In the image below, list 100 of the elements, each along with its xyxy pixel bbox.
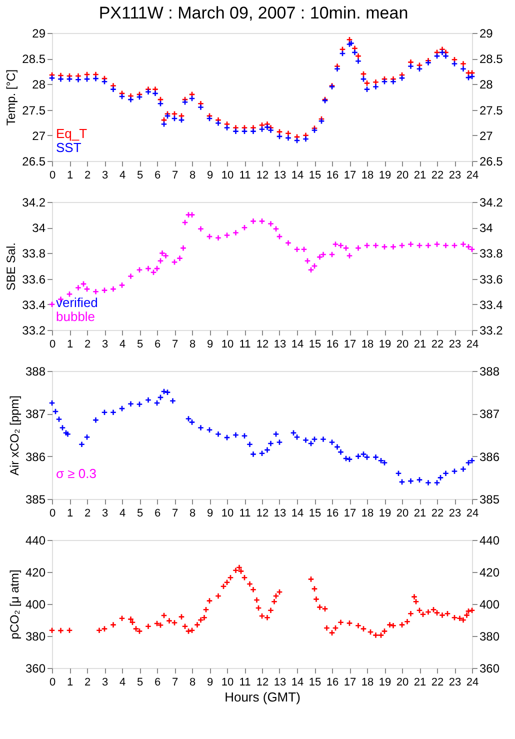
- x-tick-label: 19: [378, 508, 392, 520]
- x-tick-label: 20: [396, 170, 409, 182]
- legend-label: verified: [56, 295, 98, 310]
- x-tick-label: 19: [378, 170, 392, 182]
- point: [407, 62, 414, 70]
- x-tick-label: 10: [221, 508, 234, 520]
- y2-tick-label: 386: [480, 450, 500, 464]
- text: Eq_T: [56, 126, 88, 141]
- x-tick-label: 4: [119, 170, 126, 182]
- x-tick-label: 13: [274, 508, 286, 520]
- y-tick-label: 385: [25, 492, 46, 506]
- x-tick-label: 15: [308, 676, 322, 688]
- x-tick-label: 16: [326, 338, 339, 350]
- y-tick-label: 28.5: [22, 52, 46, 66]
- y2-tick-label: 34: [480, 221, 494, 236]
- x-tick-label: 22: [431, 338, 444, 350]
- y-tick-label: 33.8: [22, 246, 46, 261]
- x-tick-label: 11: [239, 676, 251, 688]
- y-tick-label: 380: [25, 630, 46, 644]
- point: [152, 86, 159, 93]
- x-tick-label: 3: [102, 338, 108, 350]
- y-tick-label: 33.4: [22, 298, 46, 312]
- point: [372, 83, 380, 90]
- x-tick-label: 23: [448, 338, 462, 350]
- y2-tick-label: 420: [480, 566, 500, 580]
- point: [264, 120, 271, 128]
- x-tick-label: 2: [84, 338, 91, 350]
- point: [171, 110, 178, 118]
- point: [206, 115, 213, 122]
- point: [241, 128, 248, 135]
- x-tick-label: 19: [378, 676, 392, 688]
- x-tick-label: 5: [136, 170, 144, 182]
- point: [264, 124, 271, 131]
- x-tick-label: 8: [189, 170, 196, 182]
- point: [110, 86, 117, 93]
- y2-tick-label: 28: [480, 78, 494, 92]
- y-axis-title: Temp. [°C]: [4, 69, 18, 126]
- point: [197, 104, 204, 111]
- x-tick-label: 8: [189, 338, 196, 350]
- x-tick-label: 10: [221, 338, 234, 350]
- x-tick-label: 9: [206, 676, 214, 688]
- x-tick-label: 4: [119, 676, 126, 688]
- point: [460, 60, 467, 68]
- x-tick-label: 6: [154, 508, 161, 520]
- point: [188, 91, 196, 98]
- y-tick-label: 34.2: [22, 196, 46, 210]
- point: [465, 74, 472, 81]
- point: [232, 128, 240, 135]
- y2-tick-label: 34.2: [480, 196, 504, 210]
- point: [152, 90, 159, 97]
- x-tick-label: 24: [466, 676, 479, 688]
- x-tick-label: 0: [49, 338, 56, 350]
- point: [339, 46, 346, 53]
- x-tick-label: 16: [326, 508, 339, 520]
- point: [157, 96, 164, 103]
- point: [334, 66, 341, 72]
- x-tick-label: 12: [256, 676, 269, 688]
- point: [346, 40, 353, 48]
- x-tick-label: 21: [414, 508, 426, 520]
- y2-tick-label: 33.2: [480, 324, 504, 338]
- point: [294, 137, 300, 144]
- y-axis-title: SBE Sal.: [4, 242, 18, 291]
- point: [178, 112, 185, 120]
- x-tick-label: 19: [378, 338, 392, 350]
- x-tick-label: 15: [308, 170, 322, 182]
- point: [398, 74, 406, 82]
- x-tick-label: 21: [414, 338, 426, 350]
- y-tick-label: 29: [32, 26, 46, 40]
- y-tick-label: 27: [32, 128, 46, 143]
- y-tick-label: 33.6: [22, 272, 46, 286]
- y2-tick-label: 28.5: [480, 52, 504, 66]
- point: [66, 76, 73, 82]
- y-tick-label: 387: [25, 407, 46, 422]
- point: [250, 128, 257, 135]
- point: [468, 73, 476, 80]
- y-tick-label: 34: [32, 221, 46, 236]
- y-axis-title: Air xCO₂ [ppm]: [7, 395, 22, 476]
- point: [214, 120, 222, 126]
- point: [74, 76, 82, 83]
- x-tick-label: 1: [66, 338, 74, 350]
- point: [276, 128, 283, 136]
- x-tick-label: 3: [102, 508, 108, 520]
- point: [92, 75, 100, 82]
- y-tick-label: 33.2: [22, 324, 46, 338]
- x-tick-label: 13: [274, 676, 286, 688]
- x-tick-label: 20: [396, 338, 409, 350]
- point: [346, 36, 353, 43]
- x-tick-label: 11: [239, 338, 251, 350]
- x-tick-label: 7: [172, 170, 178, 182]
- x-tick-label: 23: [448, 508, 462, 520]
- point: [451, 56, 458, 63]
- x-tick-label: 13: [274, 338, 286, 350]
- point: [381, 78, 388, 85]
- x-tick-label: 4: [119, 508, 126, 520]
- point: [171, 115, 178, 122]
- point: [434, 52, 440, 60]
- x-tick-label: 22: [431, 508, 444, 520]
- series-label: bubble: [56, 309, 96, 324]
- point: [136, 94, 143, 100]
- point: [339, 50, 346, 57]
